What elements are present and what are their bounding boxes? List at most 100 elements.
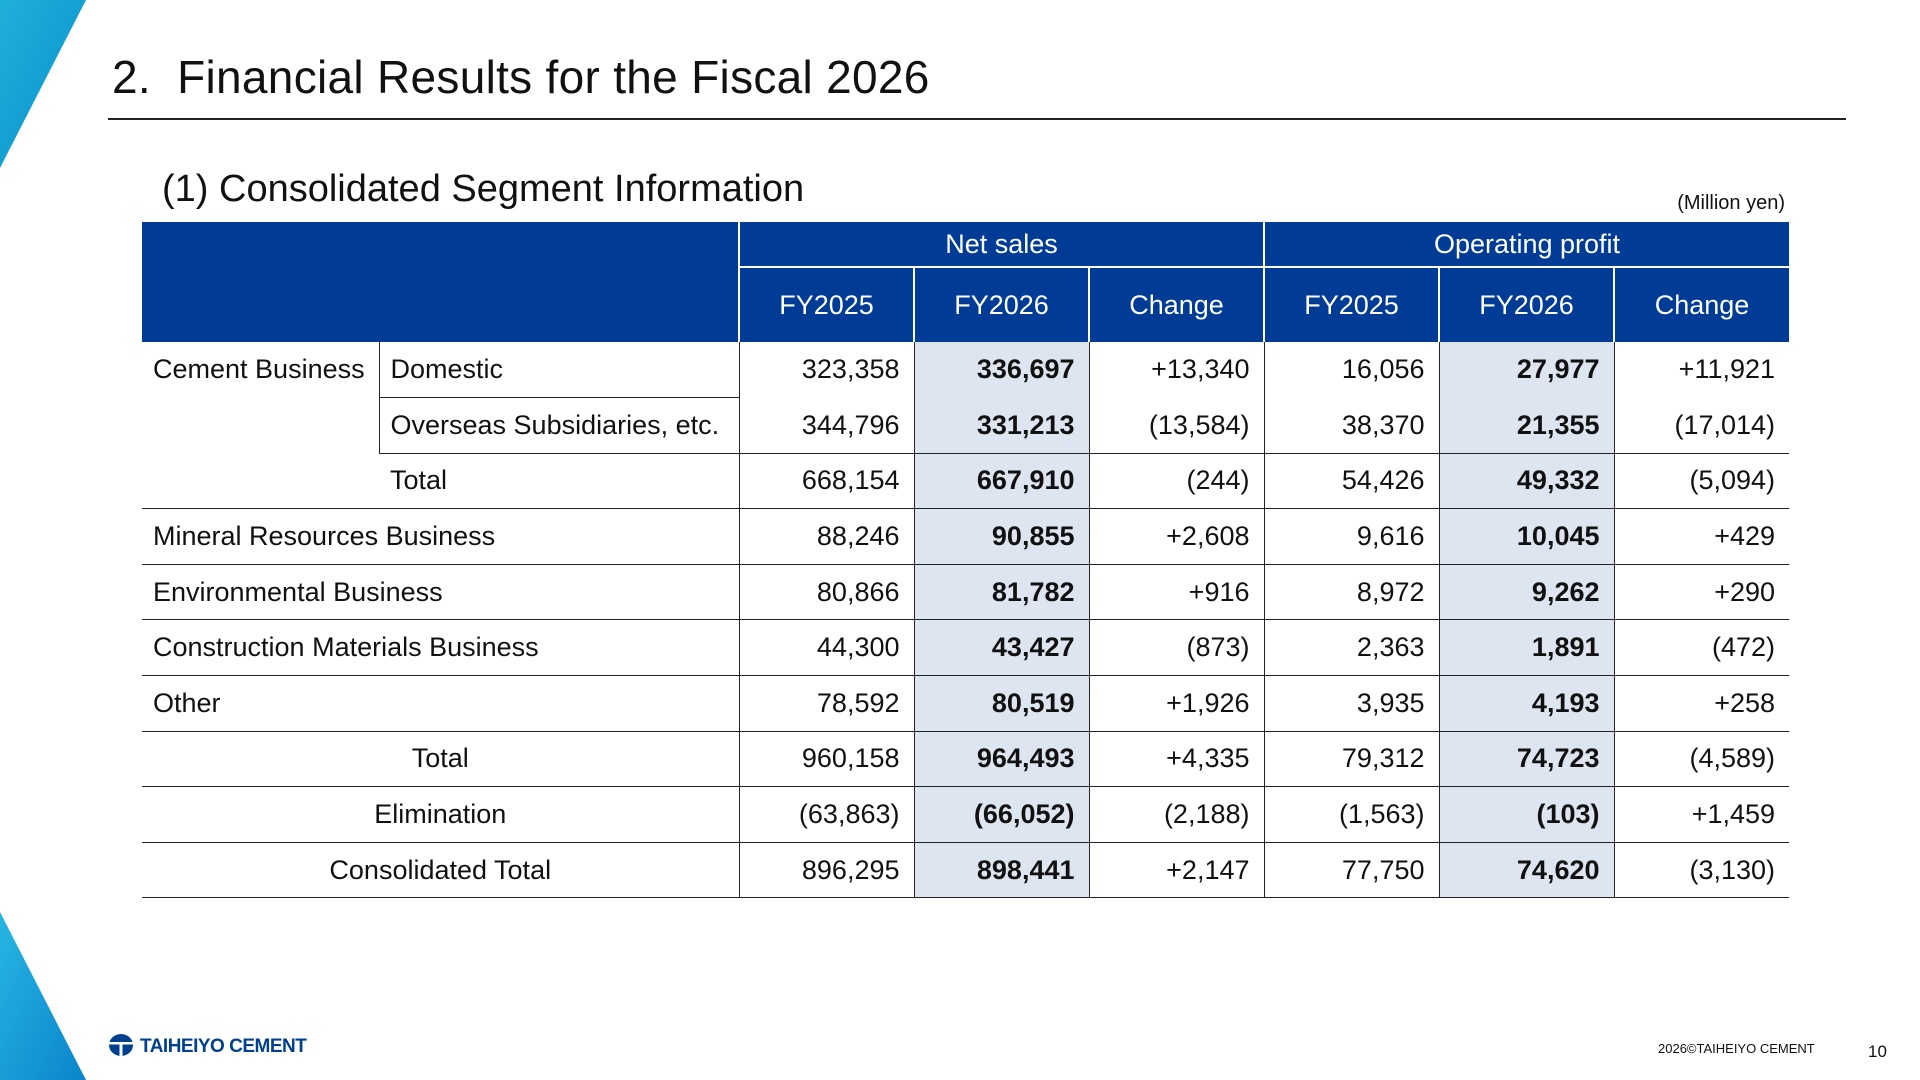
cell-value-highlight: (103) bbox=[1438, 786, 1614, 843]
header-col-op-change: Change bbox=[1612, 267, 1790, 342]
cell-value: 896,295 bbox=[738, 842, 914, 899]
header-operating-profit: Operating profit bbox=[1262, 222, 1790, 268]
bottom-left-accent-shape bbox=[0, 912, 90, 1080]
segment-table: Net sales Operating profit FY2025 FY2026… bbox=[142, 222, 1790, 899]
row-label: Total bbox=[142, 731, 739, 788]
cell-value: +429 bbox=[1613, 508, 1790, 565]
cell-value: (13,584) bbox=[1088, 397, 1264, 454]
table-row-mineral-resources: Mineral Resources Business 88,246 90,855… bbox=[142, 508, 1790, 565]
cell-value-highlight: 74,620 bbox=[1438, 842, 1614, 899]
cell-value-highlight: 43,427 bbox=[913, 619, 1089, 677]
cell-value: (244) bbox=[1088, 453, 1264, 510]
cell-value-highlight: 10,045 bbox=[1438, 508, 1614, 565]
cell-value: (2,188) bbox=[1088, 786, 1264, 843]
header-col-op-fy2026: FY2026 bbox=[1438, 267, 1614, 342]
table-row-consolidated-total: Consolidated Total 896,295 898,441 +2,14… bbox=[142, 842, 1790, 899]
row-sublabel: Total bbox=[379, 453, 739, 510]
cell-value: +2,608 bbox=[1088, 508, 1264, 565]
copyright-text: 2026©TAIHEIYO CEMENT bbox=[1658, 1041, 1815, 1056]
cell-value-highlight: 336,697 bbox=[913, 342, 1089, 398]
company-logo: TAIHEIYO CEMENT bbox=[108, 1033, 307, 1062]
row-label: Mineral Resources Business bbox=[142, 508, 739, 565]
row-label-cement-business: Cement Business bbox=[153, 354, 365, 385]
header-net-sales: Net sales bbox=[738, 222, 1264, 268]
table-row-cement-total: Total 668,154 667,910 (244) 54,426 49,33… bbox=[142, 453, 1790, 510]
cell-value-highlight: 21,355 bbox=[1438, 397, 1614, 454]
cell-value: +1,459 bbox=[1613, 786, 1790, 843]
header-col-ns-change: Change bbox=[1088, 267, 1264, 342]
cell-value: 668,154 bbox=[738, 453, 914, 510]
cell-value: (472) bbox=[1613, 619, 1790, 677]
cell-value: 79,312 bbox=[1263, 731, 1439, 788]
cell-value: 2,363 bbox=[1263, 619, 1439, 677]
cell-value: +4,335 bbox=[1088, 731, 1264, 788]
cell-value-highlight: 74,723 bbox=[1438, 731, 1614, 788]
cell-value: +916 bbox=[1088, 564, 1264, 621]
cell-value-highlight: 90,855 bbox=[913, 508, 1089, 565]
cell-value: 960,158 bbox=[738, 731, 914, 788]
table-row-elimination: Elimination (63,863) (66,052) (2,188) (1… bbox=[142, 786, 1790, 843]
page-number: 10 bbox=[1868, 1042, 1887, 1061]
cell-value-highlight: 81,782 bbox=[913, 564, 1089, 621]
cell-value-highlight: 667,910 bbox=[913, 453, 1089, 510]
cell-value-highlight: (66,052) bbox=[913, 786, 1089, 843]
cell-value: +2,147 bbox=[1088, 842, 1264, 899]
table-row-construction-materials: Construction Materials Business 44,300 4… bbox=[142, 619, 1790, 677]
header-blank-cell bbox=[142, 222, 739, 342]
cell-value-highlight: 9,262 bbox=[1438, 564, 1614, 621]
row-label-empty bbox=[142, 398, 379, 454]
cell-value: 88,246 bbox=[738, 508, 914, 565]
cell-value: +258 bbox=[1613, 675, 1790, 732]
row-sublabel: Domestic bbox=[378, 342, 739, 399]
cell-value: 3,935 bbox=[1263, 675, 1439, 732]
header-col-ns-fy2025: FY2025 bbox=[738, 267, 914, 342]
title-underline bbox=[108, 118, 1846, 120]
cell-value: (1,563) bbox=[1263, 786, 1439, 843]
table-row-cement-overseas: Overseas Subsidiaries, etc. 344,796 331,… bbox=[142, 397, 1790, 454]
page-title: 2. Financial Results for the Fiscal 2026 bbox=[112, 51, 930, 103]
table-row-cement-domestic: Cement Business Domestic 323,358 336,697… bbox=[142, 342, 1790, 399]
cell-value: (3,130) bbox=[1613, 842, 1790, 899]
cell-value: 54,426 bbox=[1263, 453, 1439, 510]
section-subtitle: (1) Consolidated Segment Information bbox=[162, 168, 805, 210]
cell-value-highlight: 1,891 bbox=[1438, 619, 1614, 677]
cell-value: 9,616 bbox=[1263, 508, 1439, 565]
row-label-empty bbox=[142, 453, 379, 510]
cell-value: 78,592 bbox=[738, 675, 914, 732]
table-row-environmental: Environmental Business 80,866 81,782 +91… bbox=[142, 564, 1790, 621]
row-label: Other bbox=[142, 675, 739, 732]
cell-value: +13,340 bbox=[1088, 342, 1264, 398]
cell-value: 77,750 bbox=[1263, 842, 1439, 899]
row-sublabel: Overseas Subsidiaries, etc. bbox=[378, 397, 739, 454]
logo-mark-icon bbox=[108, 1033, 134, 1062]
cell-value: (4,589) bbox=[1613, 731, 1790, 788]
row-label: Construction Materials Business bbox=[142, 619, 739, 677]
top-left-accent-shape bbox=[0, 0, 90, 170]
cell-value: 16,056 bbox=[1263, 342, 1439, 398]
cell-value: 44,300 bbox=[738, 619, 914, 677]
cell-value-highlight: 4,193 bbox=[1438, 675, 1614, 732]
cell-value-highlight: 27,977 bbox=[1438, 342, 1614, 398]
cell-value-highlight: 898,441 bbox=[913, 842, 1089, 899]
cell-value: (873) bbox=[1088, 619, 1264, 677]
cell-value: 38,370 bbox=[1263, 397, 1439, 454]
cell-value: +11,921 bbox=[1613, 342, 1790, 398]
row-label: Consolidated Total bbox=[142, 842, 739, 899]
table-row-total: Total 960,158 964,493 +4,335 79,312 74,7… bbox=[142, 731, 1790, 788]
cell-value: 344,796 bbox=[738, 397, 914, 454]
cell-value: (63,863) bbox=[738, 786, 914, 843]
cell-value: 80,866 bbox=[738, 564, 914, 621]
cell-value: (5,094) bbox=[1613, 453, 1790, 510]
cell-value: +1,926 bbox=[1088, 675, 1264, 732]
logo-text: TAIHEIYO CEMENT bbox=[140, 1036, 307, 1057]
cell-value-highlight: 964,493 bbox=[913, 731, 1089, 788]
cell-value: +290 bbox=[1613, 564, 1790, 621]
row-label: Environmental Business bbox=[142, 564, 739, 621]
header-col-ns-fy2026: FY2026 bbox=[913, 267, 1089, 342]
cell-value-highlight: 49,332 bbox=[1438, 453, 1614, 510]
unit-label: (Million yen) bbox=[1677, 192, 1785, 214]
cell-value-highlight: 80,519 bbox=[913, 675, 1089, 732]
cell-value: (17,014) bbox=[1613, 397, 1790, 454]
header-col-op-fy2025: FY2025 bbox=[1263, 267, 1439, 342]
cell-value: 323,358 bbox=[738, 342, 914, 398]
